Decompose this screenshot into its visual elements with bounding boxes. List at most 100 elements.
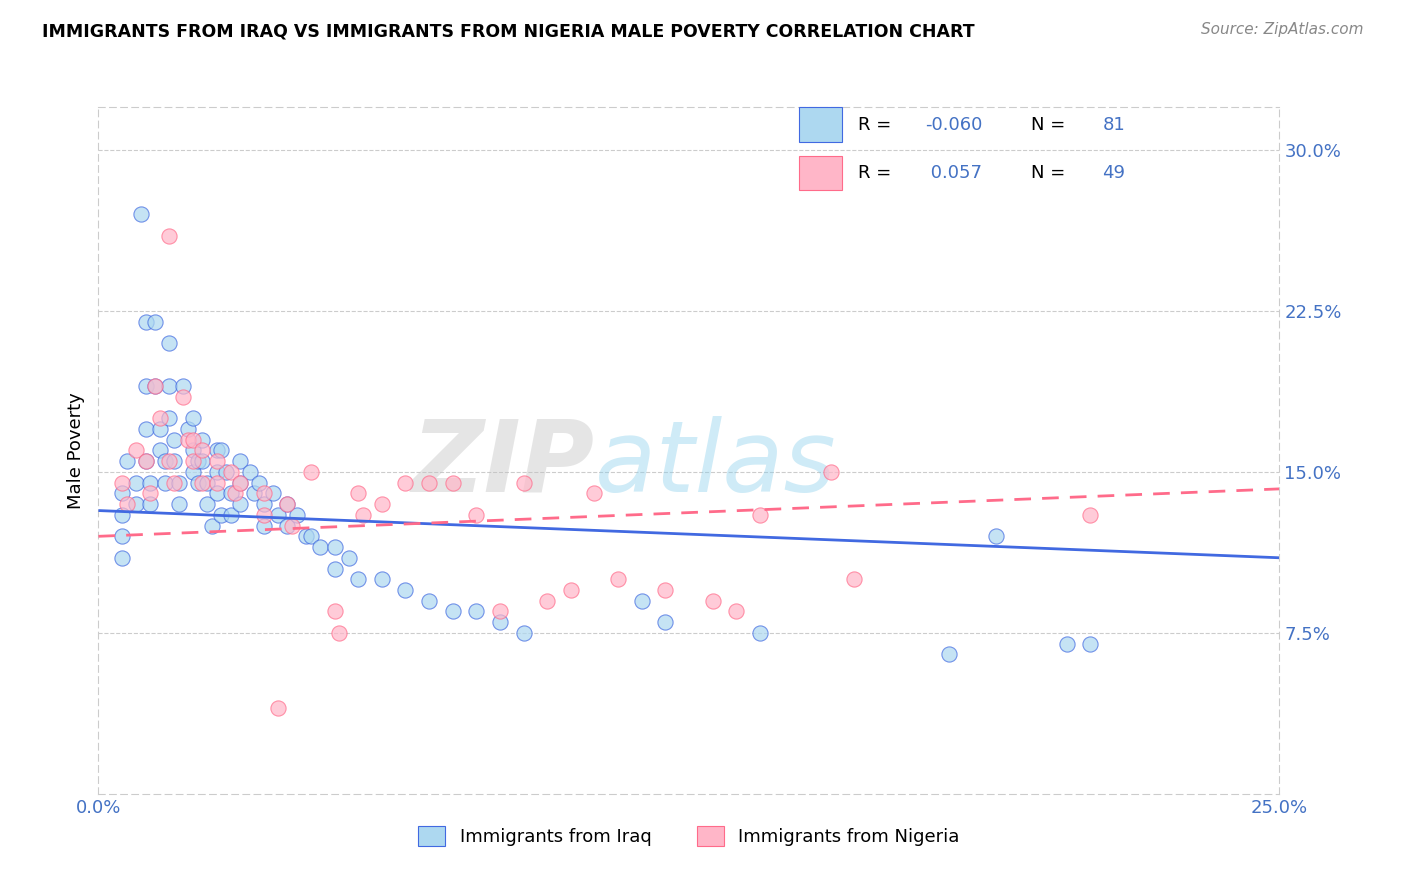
Point — [281, 518, 304, 533]
Point — [441, 604, 464, 618]
Point — [149, 443, 172, 458]
Point — [115, 454, 138, 468]
Point — [844, 572, 866, 586]
Point — [371, 497, 394, 511]
Point — [347, 486, 370, 500]
Point — [149, 411, 172, 425]
Point — [418, 475, 440, 490]
Point — [149, 422, 172, 436]
Point — [465, 604, 488, 618]
Point — [219, 486, 242, 500]
Point — [654, 582, 676, 597]
Point — [125, 475, 148, 490]
Point — [181, 465, 204, 479]
Point — [111, 550, 134, 565]
Point — [135, 454, 157, 468]
Point — [323, 540, 346, 554]
Text: 81: 81 — [1102, 116, 1125, 134]
Text: Source: ZipAtlas.com: Source: ZipAtlas.com — [1201, 22, 1364, 37]
Point — [157, 228, 180, 243]
Point — [748, 508, 770, 522]
Point — [181, 433, 204, 447]
Text: N =: N = — [1032, 116, 1071, 134]
Point — [418, 593, 440, 607]
Point — [163, 454, 186, 468]
Point — [163, 475, 186, 490]
Point — [465, 508, 488, 522]
Point — [984, 529, 1007, 543]
Point — [583, 486, 606, 500]
Text: IMMIGRANTS FROM IRAQ VS IMMIGRANTS FROM NIGERIA MALE POVERTY CORRELATION CHART: IMMIGRANTS FROM IRAQ VS IMMIGRANTS FROM … — [42, 22, 974, 40]
Point — [267, 508, 290, 522]
Point — [262, 486, 284, 500]
Point — [181, 454, 204, 468]
Point — [201, 518, 224, 533]
Point — [115, 497, 138, 511]
Text: ZIP: ZIP — [412, 416, 595, 513]
FancyBboxPatch shape — [799, 107, 842, 142]
Point — [239, 465, 262, 479]
Point — [229, 497, 252, 511]
Point — [157, 411, 180, 425]
Point — [177, 433, 200, 447]
Point — [820, 465, 842, 479]
Point — [205, 443, 228, 458]
Point — [323, 604, 346, 618]
Point — [328, 626, 350, 640]
Point — [205, 454, 228, 468]
Point — [309, 540, 332, 554]
Point — [143, 315, 166, 329]
Text: R =: R = — [858, 116, 897, 134]
Point — [1080, 637, 1102, 651]
Point — [125, 443, 148, 458]
Point — [630, 593, 652, 607]
Point — [139, 497, 162, 511]
Point — [394, 582, 416, 597]
Point — [253, 518, 276, 533]
Point — [219, 508, 242, 522]
Point — [205, 486, 228, 500]
Point — [938, 648, 960, 662]
Text: 0.057: 0.057 — [925, 164, 983, 182]
Text: atlas: atlas — [595, 416, 837, 513]
Point — [129, 207, 152, 221]
Point — [111, 529, 134, 543]
Point — [167, 475, 190, 490]
Point — [748, 626, 770, 640]
Point — [1080, 508, 1102, 522]
Point — [157, 454, 180, 468]
Point — [536, 593, 558, 607]
Point — [111, 508, 134, 522]
Point — [654, 615, 676, 630]
Point — [243, 486, 266, 500]
Point — [253, 508, 276, 522]
Point — [323, 561, 346, 575]
Point — [172, 390, 194, 404]
Point — [489, 604, 512, 618]
Point — [224, 486, 246, 500]
Point — [607, 572, 630, 586]
Point — [191, 475, 214, 490]
Point — [1056, 637, 1078, 651]
Text: 49: 49 — [1102, 164, 1125, 182]
Legend: Immigrants from Iraq, Immigrants from Nigeria: Immigrants from Iraq, Immigrants from Ni… — [411, 819, 967, 854]
Point — [167, 497, 190, 511]
Point — [205, 465, 228, 479]
Point — [187, 475, 209, 490]
Point — [219, 465, 242, 479]
Point — [191, 433, 214, 447]
Point — [153, 475, 176, 490]
Text: R =: R = — [858, 164, 897, 182]
Text: -0.060: -0.060 — [925, 116, 983, 134]
Point — [276, 497, 298, 511]
Point — [337, 550, 360, 565]
Point — [187, 454, 209, 468]
Y-axis label: Male Poverty: Male Poverty — [66, 392, 84, 508]
Point — [725, 604, 748, 618]
Point — [229, 475, 252, 490]
Point — [229, 454, 252, 468]
Point — [702, 593, 724, 607]
Point — [560, 582, 582, 597]
Point — [253, 486, 276, 500]
Point — [177, 422, 200, 436]
